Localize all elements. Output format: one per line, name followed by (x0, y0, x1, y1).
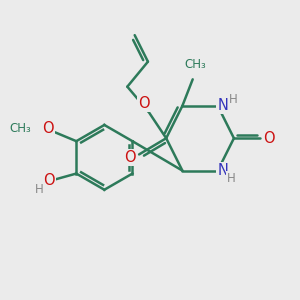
Text: H: H (229, 93, 237, 106)
Text: O: O (42, 121, 54, 136)
Text: N: N (218, 163, 229, 178)
Text: O: O (43, 173, 54, 188)
Text: CH₃: CH₃ (10, 122, 32, 135)
Text: O: O (124, 150, 136, 165)
Text: O: O (138, 96, 150, 111)
Text: CH₃: CH₃ (184, 58, 206, 71)
Text: H: H (34, 183, 43, 196)
Text: N: N (218, 98, 229, 113)
Text: O: O (263, 131, 274, 146)
Text: H: H (226, 172, 235, 185)
